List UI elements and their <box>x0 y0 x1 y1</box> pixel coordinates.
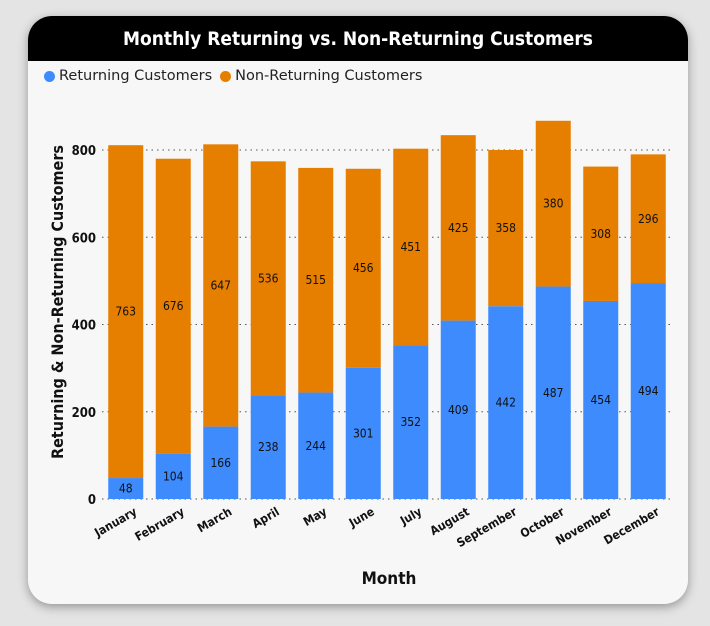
y-tick-label: 600 <box>72 231 96 246</box>
data-label-non-returning-february: 676 <box>163 299 184 313</box>
bar-returning-july <box>393 345 429 499</box>
data-label-non-returning-december: 296 <box>638 212 659 226</box>
x-tick-label-july: July <box>397 504 424 528</box>
data-label-returning-august: 409 <box>448 403 469 417</box>
bar-returning-january <box>108 478 144 499</box>
bar-returning-october <box>535 286 571 499</box>
data-label-non-returning-august: 425 <box>448 221 469 235</box>
data-label-non-returning-may: 515 <box>305 273 326 287</box>
x-axis-title: Month <box>362 569 417 589</box>
bar-non-returning-march <box>203 144 239 427</box>
x-tick-label-march: March <box>195 504 234 535</box>
x-tick-label-may: May <box>301 504 329 528</box>
bar-non-returning-january <box>108 145 144 479</box>
data-label-non-returning-july: 451 <box>400 240 421 254</box>
data-label-non-returning-april: 536 <box>258 271 279 285</box>
data-label-returning-september: 442 <box>495 396 516 410</box>
x-tick-label-february: February <box>132 504 186 543</box>
x-tick-label-january: January <box>91 504 139 540</box>
y-tick-label: 0 <box>88 493 96 508</box>
data-label-returning-november: 454 <box>590 393 611 407</box>
bar-non-returning-october <box>535 120 571 287</box>
legend-label-returning: Returning Customers <box>59 68 213 84</box>
x-tick-label-april: April <box>250 504 282 531</box>
bar-returning-september <box>488 306 524 499</box>
bar-returning-february <box>155 453 191 499</box>
bar-returning-march <box>203 426 239 499</box>
data-label-returning-april: 238 <box>258 440 279 454</box>
data-label-returning-june: 301 <box>353 426 374 440</box>
bar-non-returning-june <box>345 168 381 368</box>
legend-item-non-returning[interactable]: Non-Returning Customers <box>220 68 422 84</box>
y-tick-label: 400 <box>72 319 96 334</box>
legend: Returning Customers Non-Returning Custom… <box>44 68 430 84</box>
data-label-non-returning-october: 380 <box>543 197 564 211</box>
bar-returning-november <box>583 300 619 499</box>
bar-non-returning-july <box>393 148 429 346</box>
bar-returning-may <box>298 392 334 499</box>
data-label-non-returning-january: 763 <box>115 305 136 319</box>
bar-non-returning-august <box>440 135 476 321</box>
data-label-returning-december: 494 <box>638 384 659 398</box>
data-label-returning-october: 487 <box>543 386 564 400</box>
data-label-non-returning-november: 308 <box>590 227 611 241</box>
data-label-non-returning-june: 456 <box>353 261 374 275</box>
data-label-returning-february: 104 <box>163 469 184 483</box>
bar-non-returning-september <box>488 150 524 307</box>
chart-title: Monthly Returning vs. Non-Returning Cust… <box>28 16 688 61</box>
legend-label-non-returning: Non-Returning Customers <box>235 68 423 84</box>
bar-returning-april <box>250 395 286 499</box>
data-label-returning-march: 166 <box>210 456 231 470</box>
legend-dot-non-returning <box>220 70 232 82</box>
bar-returning-december <box>630 283 666 499</box>
bar-non-returning-february <box>155 158 191 454</box>
y-axis-title: Returning & Non-Returning Customers <box>48 145 67 459</box>
legend-item-returning[interactable]: Returning Customers <box>44 68 212 84</box>
bar-non-returning-may <box>298 167 334 393</box>
y-tick-label: 800 <box>72 144 96 159</box>
bar-returning-august <box>440 320 476 499</box>
bar-non-returning-november <box>583 166 619 301</box>
data-label-non-returning-march: 647 <box>210 278 231 292</box>
bar-non-returning-december <box>630 154 666 284</box>
bar-non-returning-april <box>250 161 286 396</box>
bar-returning-june <box>345 367 381 499</box>
data-label-returning-january: 48 <box>119 482 133 496</box>
data-label-returning-may: 244 <box>305 439 326 453</box>
legend-dot-returning <box>44 70 55 82</box>
data-label-returning-july: 352 <box>400 415 421 429</box>
y-tick-label: 200 <box>72 406 96 421</box>
data-label-non-returning-september: 358 <box>495 221 516 235</box>
x-tick-label-june: June <box>346 504 377 530</box>
